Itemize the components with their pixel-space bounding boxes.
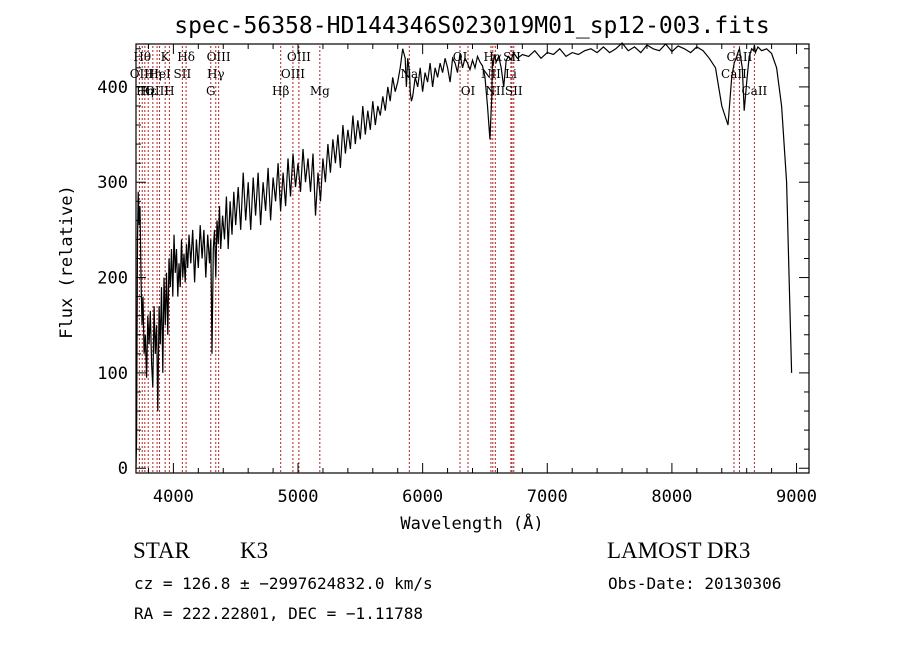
line-marker-label-10: Hδ xyxy=(177,50,195,64)
y-axis-ticks: 0 100 200 300 400 xyxy=(97,48,809,479)
line-marker-label-26: SII xyxy=(505,84,523,98)
x-tick-label: 4000 xyxy=(153,487,194,507)
x-tick-label: 5000 xyxy=(278,487,319,507)
y-tick-label: 300 xyxy=(97,173,128,193)
coordinates-radec: RA = 222.22801, DEC = −1.11788 xyxy=(134,604,423,623)
line-marker-label-21: NII xyxy=(481,67,501,81)
spectrum-series-line xyxy=(135,42,793,469)
x-tick-label: 6000 xyxy=(402,487,443,507)
line-marker-label-29: CaII xyxy=(741,84,767,98)
line-marker-label-23: NII xyxy=(485,84,505,98)
line-marker-labels: OIIHθHηHεHηOIIIHeIKHSIIHδGHγOIIIHβOIIIOI… xyxy=(130,50,768,98)
line-marker-label-8: H xyxy=(164,84,174,98)
redshift-cz: cz = 126.8 ± −2997624832.0 km/s xyxy=(134,574,433,593)
x-axis-label: Wavelength (Å) xyxy=(400,512,543,534)
x-tick-label: 8000 xyxy=(651,487,692,507)
line-marker-label-17: Mg xyxy=(310,84,330,98)
line-marker-label-20: OI xyxy=(461,84,476,98)
line-marker-label-6: HeI xyxy=(148,67,171,81)
x-tick-label: 9000 xyxy=(776,487,817,507)
object-subclass: K3 xyxy=(240,538,269,563)
line-marker-label-13: OIII xyxy=(207,50,231,64)
chart-title: spec-56358-HD144346S023019M01_sp12-003.f… xyxy=(174,13,769,39)
y-axis-label: Flux (relative) xyxy=(57,185,77,339)
line-marker-label-11: G xyxy=(206,84,216,98)
observation-date: Obs-Date: 20130306 xyxy=(608,574,782,593)
line-marker-label-28: CaII xyxy=(727,50,753,64)
line-marker-label-4: Hη xyxy=(144,67,162,81)
line-marker-label-0: OII xyxy=(130,67,150,81)
y-tick-label: 100 xyxy=(97,364,128,384)
y-tick-label: 200 xyxy=(97,269,128,289)
plot-frame xyxy=(135,43,810,474)
line-marker-label-3: Hε xyxy=(140,84,157,98)
line-marker-label-7: K xyxy=(161,50,171,64)
line-marker-label-2: Hη xyxy=(136,84,154,98)
y-tick-label: 0 xyxy=(118,459,128,479)
line-marker-label-24: Li xyxy=(505,67,517,81)
survey-name: LAMOST DR3 xyxy=(607,538,751,563)
line-marker-label-9: SII xyxy=(174,67,192,81)
line-marker-label-16: OIII xyxy=(287,50,311,64)
line-marker-label-14: Hβ xyxy=(272,84,289,98)
line-marker-label-27: CaII xyxy=(721,67,747,81)
y-tick-label: 400 xyxy=(97,78,128,98)
line-marker-label-1: Hθ xyxy=(133,50,151,64)
line-markers xyxy=(138,46,755,473)
x-tick-label: 7000 xyxy=(527,487,568,507)
x-axis-ticks: 4000 5000 6000 7000 8000 9000 xyxy=(147,44,817,507)
line-marker-label-12: Hγ xyxy=(207,67,225,81)
line-marker-label-5: OIII xyxy=(145,84,169,98)
object-class: STAR xyxy=(133,538,190,563)
line-marker-label-15: OIII xyxy=(281,67,305,81)
